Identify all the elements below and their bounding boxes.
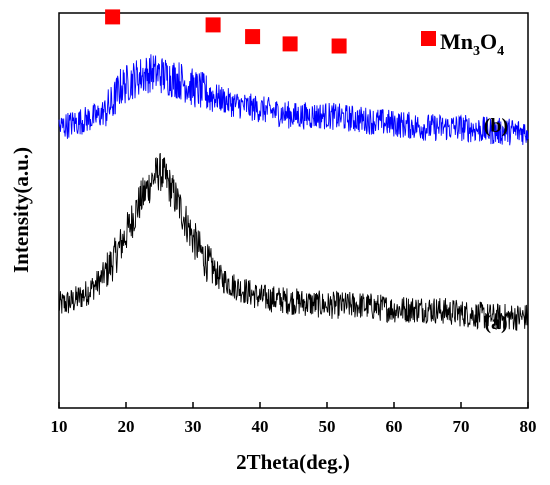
marker-layer — [105, 9, 347, 54]
mn3o4-peak-marker — [331, 38, 347, 54]
mn3o4-peak-marker — [105, 9, 121, 25]
mn3o4-peak-marker — [205, 17, 221, 33]
legend-label-sub-4: 4 — [497, 44, 504, 59]
x-axis-title: 2Theta(deg.) — [236, 450, 350, 474]
x-tick-label: 10 — [51, 417, 68, 436]
x-tick-label: 70 — [453, 417, 470, 436]
series-b-line — [58, 54, 529, 146]
series-b-label: (b) — [484, 115, 508, 137]
x-tick-label: 40 — [252, 417, 269, 436]
legend-label: Mn3O4 — [440, 29, 504, 59]
legend-label-sub-3: 3 — [473, 44, 480, 59]
x-tick-label: 20 — [118, 417, 135, 436]
x-ticks: 10 20 30 40 50 60 70 80 — [51, 402, 537, 436]
mn3o4-peak-marker — [245, 29, 261, 45]
x-tick-label: 30 — [185, 417, 202, 436]
x-tick-label: 50 — [319, 417, 336, 436]
x-tick-label: 80 — [520, 417, 537, 436]
series-a-label: (a) — [484, 312, 507, 334]
legend-label-o: O — [480, 29, 497, 54]
series-layer — [58, 54, 529, 331]
mn3o4-peak-marker — [282, 36, 298, 52]
y-axis-title: Intensity(a.u.) — [9, 147, 33, 273]
x-tick-label: 60 — [386, 417, 403, 436]
series-a-line — [58, 152, 529, 331]
plot-frame — [58, 12, 529, 409]
legend-label-mn: Mn — [440, 29, 473, 54]
legend-marker — [421, 31, 436, 46]
